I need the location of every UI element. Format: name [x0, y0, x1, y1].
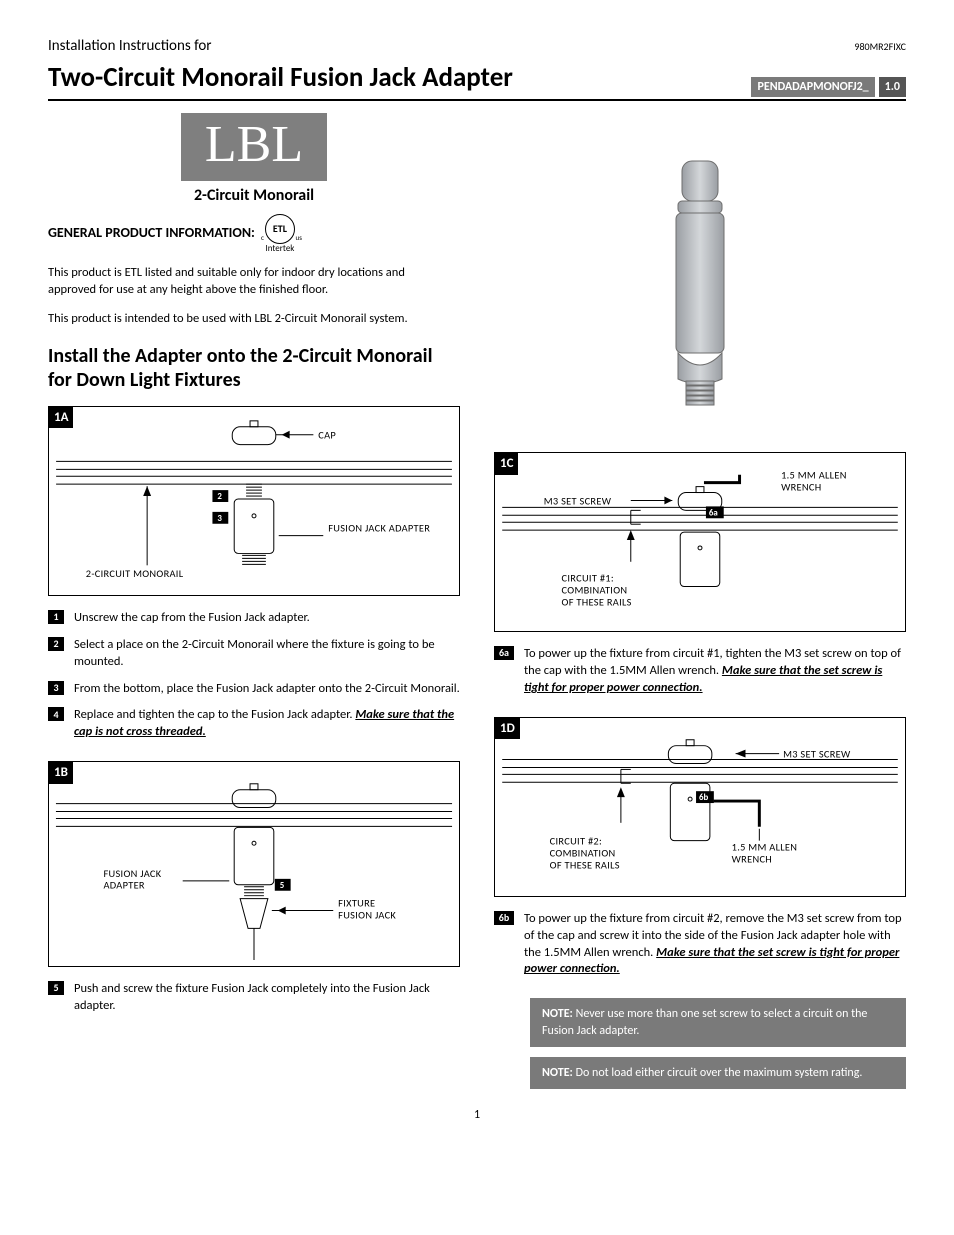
- model-rev: 1.0: [879, 77, 906, 97]
- step-text: Replace and tighten the cap to the Fusio…: [74, 707, 460, 741]
- step-num: 6a: [494, 646, 514, 660]
- svg-text:5: 5: [280, 881, 285, 891]
- pretitle: Installation Instructions for: [48, 36, 212, 56]
- step-num: 5: [48, 981, 64, 995]
- note-text: Never use more than one set screw to sel…: [542, 1007, 867, 1037]
- step-text: Select a place on the 2-Circuit Monorail…: [74, 637, 460, 671]
- gpi-p2: This product is intended to be used with…: [48, 311, 428, 328]
- svg-text:OF THESE RAILS: OF THESE RAILS: [550, 858, 620, 871]
- brand-subtitle: 2-Circuit Monorail: [134, 185, 374, 207]
- step-6a: 6a To power up the fixture from circuit …: [494, 646, 906, 697]
- note-1: NOTE: Never use more than one set screw …: [530, 998, 906, 1046]
- cert-mark: ETL Intertek: [265, 214, 295, 253]
- svg-text:WRENCH: WRENCH: [781, 481, 821, 494]
- step-6b: 6b To power up the fixture from circuit …: [494, 911, 906, 979]
- svg-text:OF THESE RAILS: OF THESE RAILS: [562, 596, 632, 609]
- section-heading: Install the Adapter onto the 2-Circuit M…: [48, 344, 460, 392]
- note-label: NOTE:: [542, 1066, 573, 1080]
- svg-text:FUSION JACK ADAPTER: FUSION JACK ADAPTER: [328, 522, 430, 535]
- step-text: To power up the fixture from circuit #1,…: [524, 646, 906, 697]
- svg-text:2: 2: [217, 492, 222, 502]
- figure-1d-tag: 1D: [495, 718, 520, 740]
- cert-mark-text: ETL: [273, 224, 287, 234]
- hero-illustration: [494, 157, 906, 423]
- page-number: 1: [48, 1107, 906, 1123]
- figure-1b-tag: 1B: [49, 762, 73, 784]
- svg-text:6a: 6a: [709, 509, 718, 519]
- svg-text:ADAPTER: ADAPTER: [103, 879, 144, 892]
- step-text: Unscrew the cap from the Fusion Jack ada…: [74, 610, 460, 627]
- cert-org: Intertek: [265, 244, 295, 253]
- left-column: LBL 2-Circuit Monorail GENERAL PRODUCT I…: [48, 113, 460, 1099]
- steps-1-4: 1 Unscrew the cap from the Fusion Jack ad…: [48, 610, 460, 741]
- docnum: 980MR2FIXC: [854, 40, 906, 54]
- svg-text:M3 SET SCREW: M3 SET SCREW: [544, 495, 612, 508]
- gpi-p1: This product is ETL listed and suitable …: [48, 265, 428, 299]
- step-num: 2: [48, 637, 64, 651]
- model-code: PENDADAPMONOFJ2_: [751, 77, 874, 97]
- svg-text:3: 3: [217, 514, 222, 524]
- svg-text:FUSION JACK: FUSION JACK: [338, 909, 396, 922]
- step-num: 6b: [494, 911, 514, 925]
- figure-1d: 1D M3 SET SCREW 1.5 MM ALLEN WRENCH: [494, 717, 906, 897]
- svg-text:WRENCH: WRENCH: [732, 852, 772, 865]
- svg-text:2-CIRCUIT MONORAIL: 2-CIRCUIT MONORAIL: [86, 567, 184, 580]
- svg-text:CAP: CAP: [318, 429, 336, 442]
- step4-body: Replace and tighten the cap to the Fusio…: [74, 707, 355, 722]
- svg-text:6b: 6b: [699, 793, 709, 803]
- step-num: 1: [48, 610, 64, 624]
- note-label: NOTE:: [542, 1007, 573, 1021]
- figure-1c-tag: 1C: [495, 453, 518, 475]
- figure-1a-tag: 1A: [49, 407, 73, 429]
- step-text: Push and screw the fixture Fusion Jack c…: [74, 981, 460, 1015]
- svg-text:M3 SET SCREW: M3 SET SCREW: [783, 747, 851, 760]
- figure-1b: 1B: [48, 761, 460, 967]
- model-block: PENDADAPMONOFJ2_ 1.0: [751, 77, 906, 97]
- step-text: To power up the fixture from circuit #2,…: [524, 911, 906, 979]
- step-5: 5 Push and screw the fixture Fusion Jack …: [48, 981, 460, 1015]
- note-2: NOTE: Do not load either circuit over th…: [530, 1057, 906, 1089]
- brand-block: LBL 2-Circuit Monorail: [134, 113, 374, 207]
- figure-1c: 1C 1.5 MM ALLEN WRENCH M3 SET SCREW: [494, 452, 906, 632]
- gpi-heading: GENERAL PRODUCT INFORMATION:: [48, 224, 255, 243]
- step-text: From the bottom, place the Fusion Jack a…: [74, 681, 460, 698]
- step-num: 4: [48, 707, 64, 721]
- right-column: 1C 1.5 MM ALLEN WRENCH M3 SET SCREW: [494, 113, 906, 1099]
- page-title: Two-Circuit Monorail Fusion Jack Adapter: [48, 60, 513, 96]
- brand-logo: LBL: [181, 113, 327, 181]
- figure-1a: 1A CAP: [48, 406, 460, 596]
- step-num: 3: [48, 681, 64, 695]
- note-text: Do not load either circuit over the maxi…: [573, 1066, 863, 1080]
